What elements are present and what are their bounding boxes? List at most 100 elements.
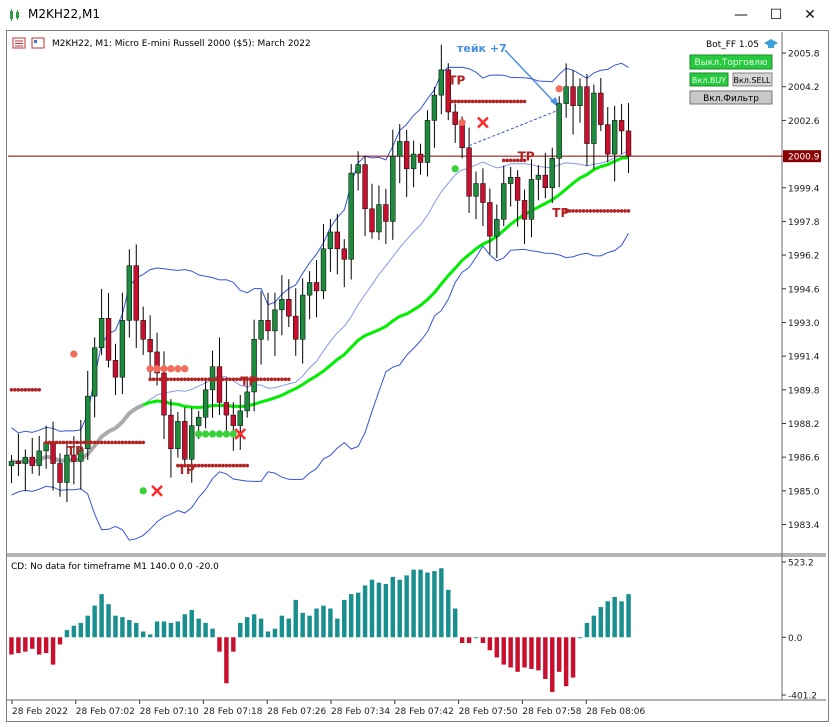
candle: [494, 204, 500, 259]
tp-dot: [179, 463, 184, 468]
histogram-bar: [404, 575, 409, 638]
tp-dot: [44, 440, 48, 445]
enable-sell-button[interactable]: Вкл.SELL: [732, 72, 773, 87]
time-tick-label: 28 Feb 07:58: [522, 707, 581, 717]
candle: [175, 411, 181, 458]
trade-entry-dot: [458, 118, 466, 127]
minimize-icon[interactable]: —: [734, 7, 748, 23]
tp-dot: [508, 99, 513, 104]
candle-body: [279, 299, 285, 311]
tp-dot: [210, 463, 215, 468]
tp-dot: [463, 99, 468, 104]
tp-dot: [595, 209, 600, 213]
trade-entry-dot: [195, 430, 203, 438]
candle-body: [306, 282, 313, 296]
price-tick-label: 1997.8: [788, 218, 820, 228]
histogram-bar: [92, 605, 97, 638]
histogram-bar: [376, 582, 382, 638]
histogram-bar: [494, 637, 500, 658]
cd-tick-label: 0.0: [788, 634, 803, 644]
tp-dot: [501, 99, 506, 104]
candle-body: [15, 461, 22, 464]
histogram-bar: [161, 621, 167, 638]
list-icon[interactable]: [12, 37, 26, 49]
histogram-bar: [196, 618, 201, 638]
candle-body: [424, 120, 431, 163]
toggle-trading-button[interactable]: Выкл.Торговлю: [689, 54, 773, 70]
tp-dot: [238, 463, 243, 468]
maximize-icon[interactable]: ☐: [769, 7, 783, 23]
candle: [584, 73, 590, 167]
histogram-bar: [515, 637, 520, 672]
candle-body: [64, 454, 70, 483]
candle: [611, 105, 618, 182]
histogram-bar: [64, 630, 70, 638]
candle: [376, 185, 382, 241]
close-icon[interactable]: ✕: [804, 7, 816, 23]
candle: [313, 260, 320, 318]
calculator-icon[interactable]: [31, 37, 45, 49]
trade-entry-dot: [146, 365, 154, 373]
histogram-bar: [203, 622, 208, 638]
tp-dot: [186, 463, 191, 468]
candle-body: [535, 174, 542, 180]
candle: [570, 70, 576, 135]
cd-tick-label: -401.2: [788, 692, 817, 702]
candle-body: [195, 416, 202, 426]
histogram-bar: [99, 594, 104, 638]
candle-body: [189, 425, 195, 460]
candle: [299, 278, 306, 364]
time-tick-label: 28 Feb 08:06: [586, 707, 645, 717]
histogram-bar: [147, 634, 153, 638]
tp-label: TP: [448, 74, 465, 88]
candle: [154, 332, 160, 386]
trade-entry-dot: [153, 365, 161, 373]
candle: [119, 292, 126, 395]
tp-dot: [512, 99, 516, 104]
tp-dot: [214, 377, 218, 382]
trade-entry-dot: [555, 85, 563, 93]
candle-body: [376, 204, 382, 233]
candle-body: [71, 454, 77, 462]
histogram-bar: [529, 637, 534, 669]
histogram-bar: [335, 618, 340, 638]
candle-body: [327, 231, 334, 250]
tp-dot: [193, 463, 197, 468]
candle-body: [91, 347, 98, 397]
price-tick-label: 1985.0: [788, 487, 820, 497]
histogram-bar: [473, 637, 479, 639]
candle-body: [494, 219, 500, 237]
candle: [320, 224, 327, 300]
candle-body: [431, 94, 438, 121]
tp-dot: [120, 440, 125, 445]
tp-dot: [616, 209, 620, 213]
tp-dot: [522, 158, 527, 163]
candle-body: [168, 414, 174, 450]
histogram-bar: [154, 621, 160, 638]
histogram-bar: [272, 628, 278, 638]
bollinger-upper-band: [11, 62, 629, 434]
price-tick-label: 1999.4: [788, 184, 820, 194]
histogram-bar: [30, 637, 35, 649]
enable-filter-button[interactable]: Вкл.Фильтр: [689, 90, 773, 105]
tp-dot: [224, 463, 229, 468]
histogram-bar: [432, 571, 437, 638]
candle-body: [501, 183, 507, 220]
candle: [514, 170, 521, 227]
candle: [598, 78, 604, 131]
tp-dot: [203, 463, 208, 468]
main-plot-area[interactable]: [7, 32, 782, 554]
candle: [29, 437, 35, 474]
tp-dot: [515, 158, 520, 163]
tp-dot: [137, 440, 142, 445]
histogram-bar: [85, 615, 90, 638]
candle-body: [611, 120, 618, 155]
candle-body: [403, 141, 410, 170]
histogram-bar: [189, 609, 194, 638]
candle: [36, 435, 42, 476]
histogram-bar: [584, 622, 590, 638]
enable-buy-button[interactable]: Вкл.BUY: [689, 72, 729, 87]
price-tick-label: 2000.9: [788, 153, 820, 163]
price-tick-label: 1996.2: [788, 252, 820, 262]
